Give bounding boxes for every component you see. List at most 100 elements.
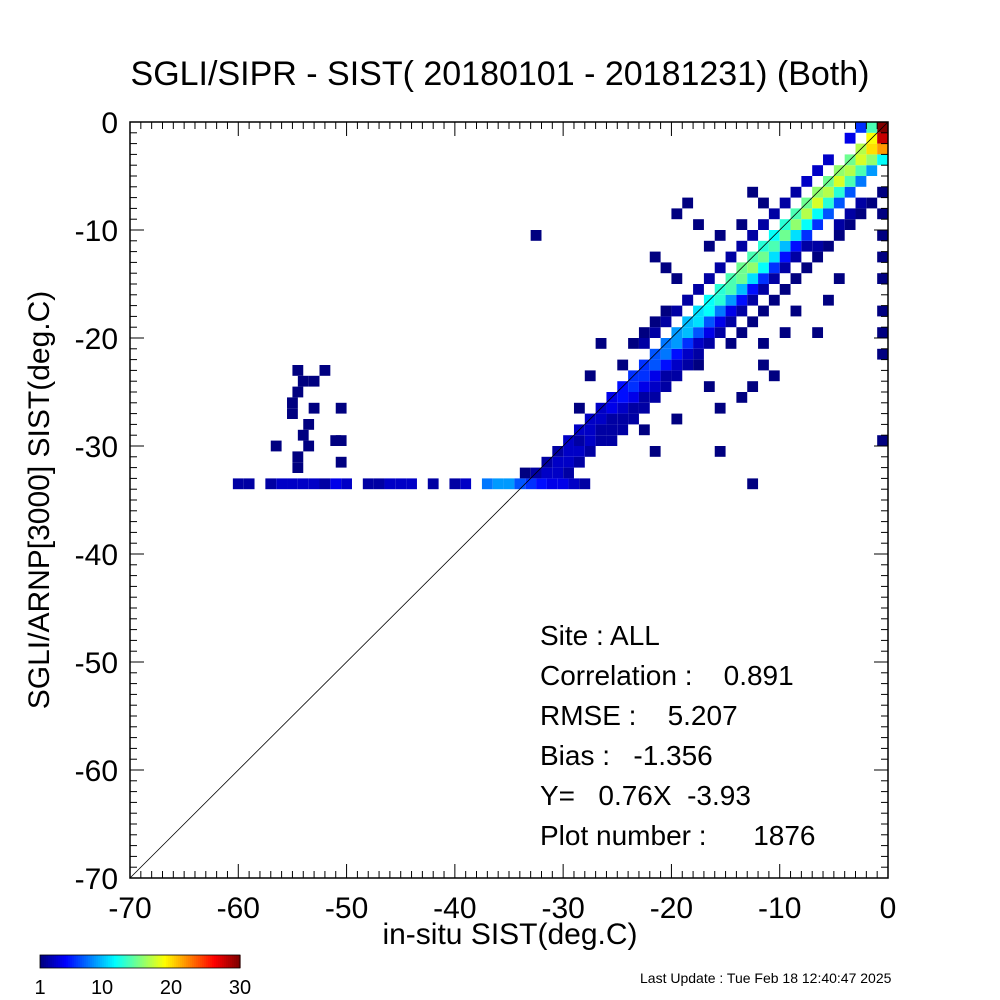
density-cell	[866, 154, 878, 166]
density-cell	[812, 251, 824, 263]
density-cell	[866, 165, 878, 176]
density-cell	[595, 435, 607, 446]
colorbar-segment	[58, 955, 61, 968]
colorbar-segment	[94, 955, 97, 968]
colorbar-segment	[182, 955, 185, 968]
density-cell	[877, 230, 888, 241]
density-cell	[503, 478, 515, 490]
colorbar-segment	[176, 955, 179, 968]
density-cell	[779, 251, 791, 263]
density-cell	[855, 197, 867, 209]
density-cell	[638, 327, 650, 338]
density-cell	[844, 176, 856, 187]
colorbar-segment	[78, 955, 81, 968]
colorbar-segment	[170, 955, 173, 968]
density-cell	[552, 467, 564, 479]
density-cell	[801, 219, 813, 230]
density-cell	[335, 456, 347, 468]
colorbar-segment	[220, 955, 223, 968]
colorbar-segment	[90, 955, 93, 968]
density-cell	[758, 262, 769, 274]
colorbar-tick-label: 20	[160, 977, 182, 999]
density-cell	[877, 208, 888, 220]
colorbar-segment	[130, 955, 133, 968]
colorbar-segment	[206, 955, 209, 968]
density-cell	[552, 456, 564, 468]
colorbar-segment	[100, 955, 103, 968]
colorbar-segment	[210, 955, 213, 968]
colorbar-segment	[158, 955, 161, 968]
density-cell	[682, 327, 694, 338]
one-to-one-line	[129, 121, 889, 879]
density-cell	[660, 316, 672, 328]
density-cell	[579, 478, 591, 490]
density-cell	[725, 338, 737, 349]
density-cell	[812, 240, 824, 252]
density-cell	[866, 197, 878, 209]
density-cell	[693, 284, 704, 295]
colorbar-segment	[222, 955, 225, 968]
density-cell	[855, 176, 867, 187]
density-cell	[617, 413, 629, 425]
colorbar-tick-label: 30	[229, 977, 251, 999]
density-cell	[584, 446, 596, 457]
density-cell	[303, 419, 315, 430]
density-cell	[844, 208, 856, 220]
density-cell	[779, 327, 791, 338]
density-cell	[606, 413, 618, 425]
density-cell	[638, 370, 650, 382]
density-cell	[714, 402, 726, 414]
colorbar-segment	[84, 955, 87, 968]
density-cell	[790, 251, 802, 263]
density-cell	[573, 446, 585, 457]
density-cell	[758, 338, 769, 349]
colorbar: 1 10 20 30	[34, 954, 251, 999]
x-tick-label: 0	[880, 892, 897, 925]
density-cell	[714, 294, 726, 306]
density-cell	[877, 186, 888, 198]
density-cell	[292, 365, 304, 376]
density-cell	[638, 424, 650, 436]
x-tick-label: -10	[758, 892, 801, 925]
colorbar-segment	[116, 955, 119, 968]
density-cell	[563, 467, 574, 479]
colorbar-segment	[178, 955, 181, 968]
density-cell	[703, 338, 715, 349]
density-cell	[703, 316, 715, 328]
density-cell	[693, 348, 704, 360]
colorbar-segment	[238, 955, 241, 968]
density-cell	[790, 273, 802, 284]
density-cell	[595, 338, 607, 349]
density-cell	[682, 294, 694, 306]
colorbar-segment	[234, 955, 237, 968]
density-cell	[649, 370, 661, 382]
density-cell	[855, 165, 867, 176]
density-cell	[736, 294, 748, 306]
density-cell	[682, 359, 694, 371]
density-cell	[308, 478, 320, 490]
density-cell	[768, 240, 780, 252]
density-cell	[297, 478, 309, 490]
density-cell	[525, 478, 537, 490]
colorbar-segment	[208, 955, 211, 968]
plot-frame	[129, 121, 889, 879]
colorbar-segment	[172, 955, 175, 968]
density-cell	[584, 370, 596, 382]
density-cell	[671, 413, 683, 425]
density-cell	[584, 424, 596, 436]
density-cell	[833, 273, 845, 284]
colorbar-segment	[52, 955, 55, 968]
density-cell	[758, 197, 769, 209]
stat-rmse: RMSE : 5.207	[540, 700, 738, 731]
density-cell	[758, 305, 769, 317]
x-tick-labels: -70 -60 -50 -40 -30 -20 -10 0	[108, 892, 896, 925]
density-cell	[297, 429, 309, 441]
density-cell	[628, 338, 639, 349]
colorbar-segment	[54, 955, 57, 968]
density-cell	[812, 219, 824, 230]
density-cell	[790, 305, 802, 317]
y-tick-labels: -70 -60 -50 -40 -30 -20 -10 0	[75, 107, 118, 896]
colorbar-segment	[82, 955, 85, 968]
colorbar-segment	[62, 955, 65, 968]
density-cell	[877, 327, 888, 338]
